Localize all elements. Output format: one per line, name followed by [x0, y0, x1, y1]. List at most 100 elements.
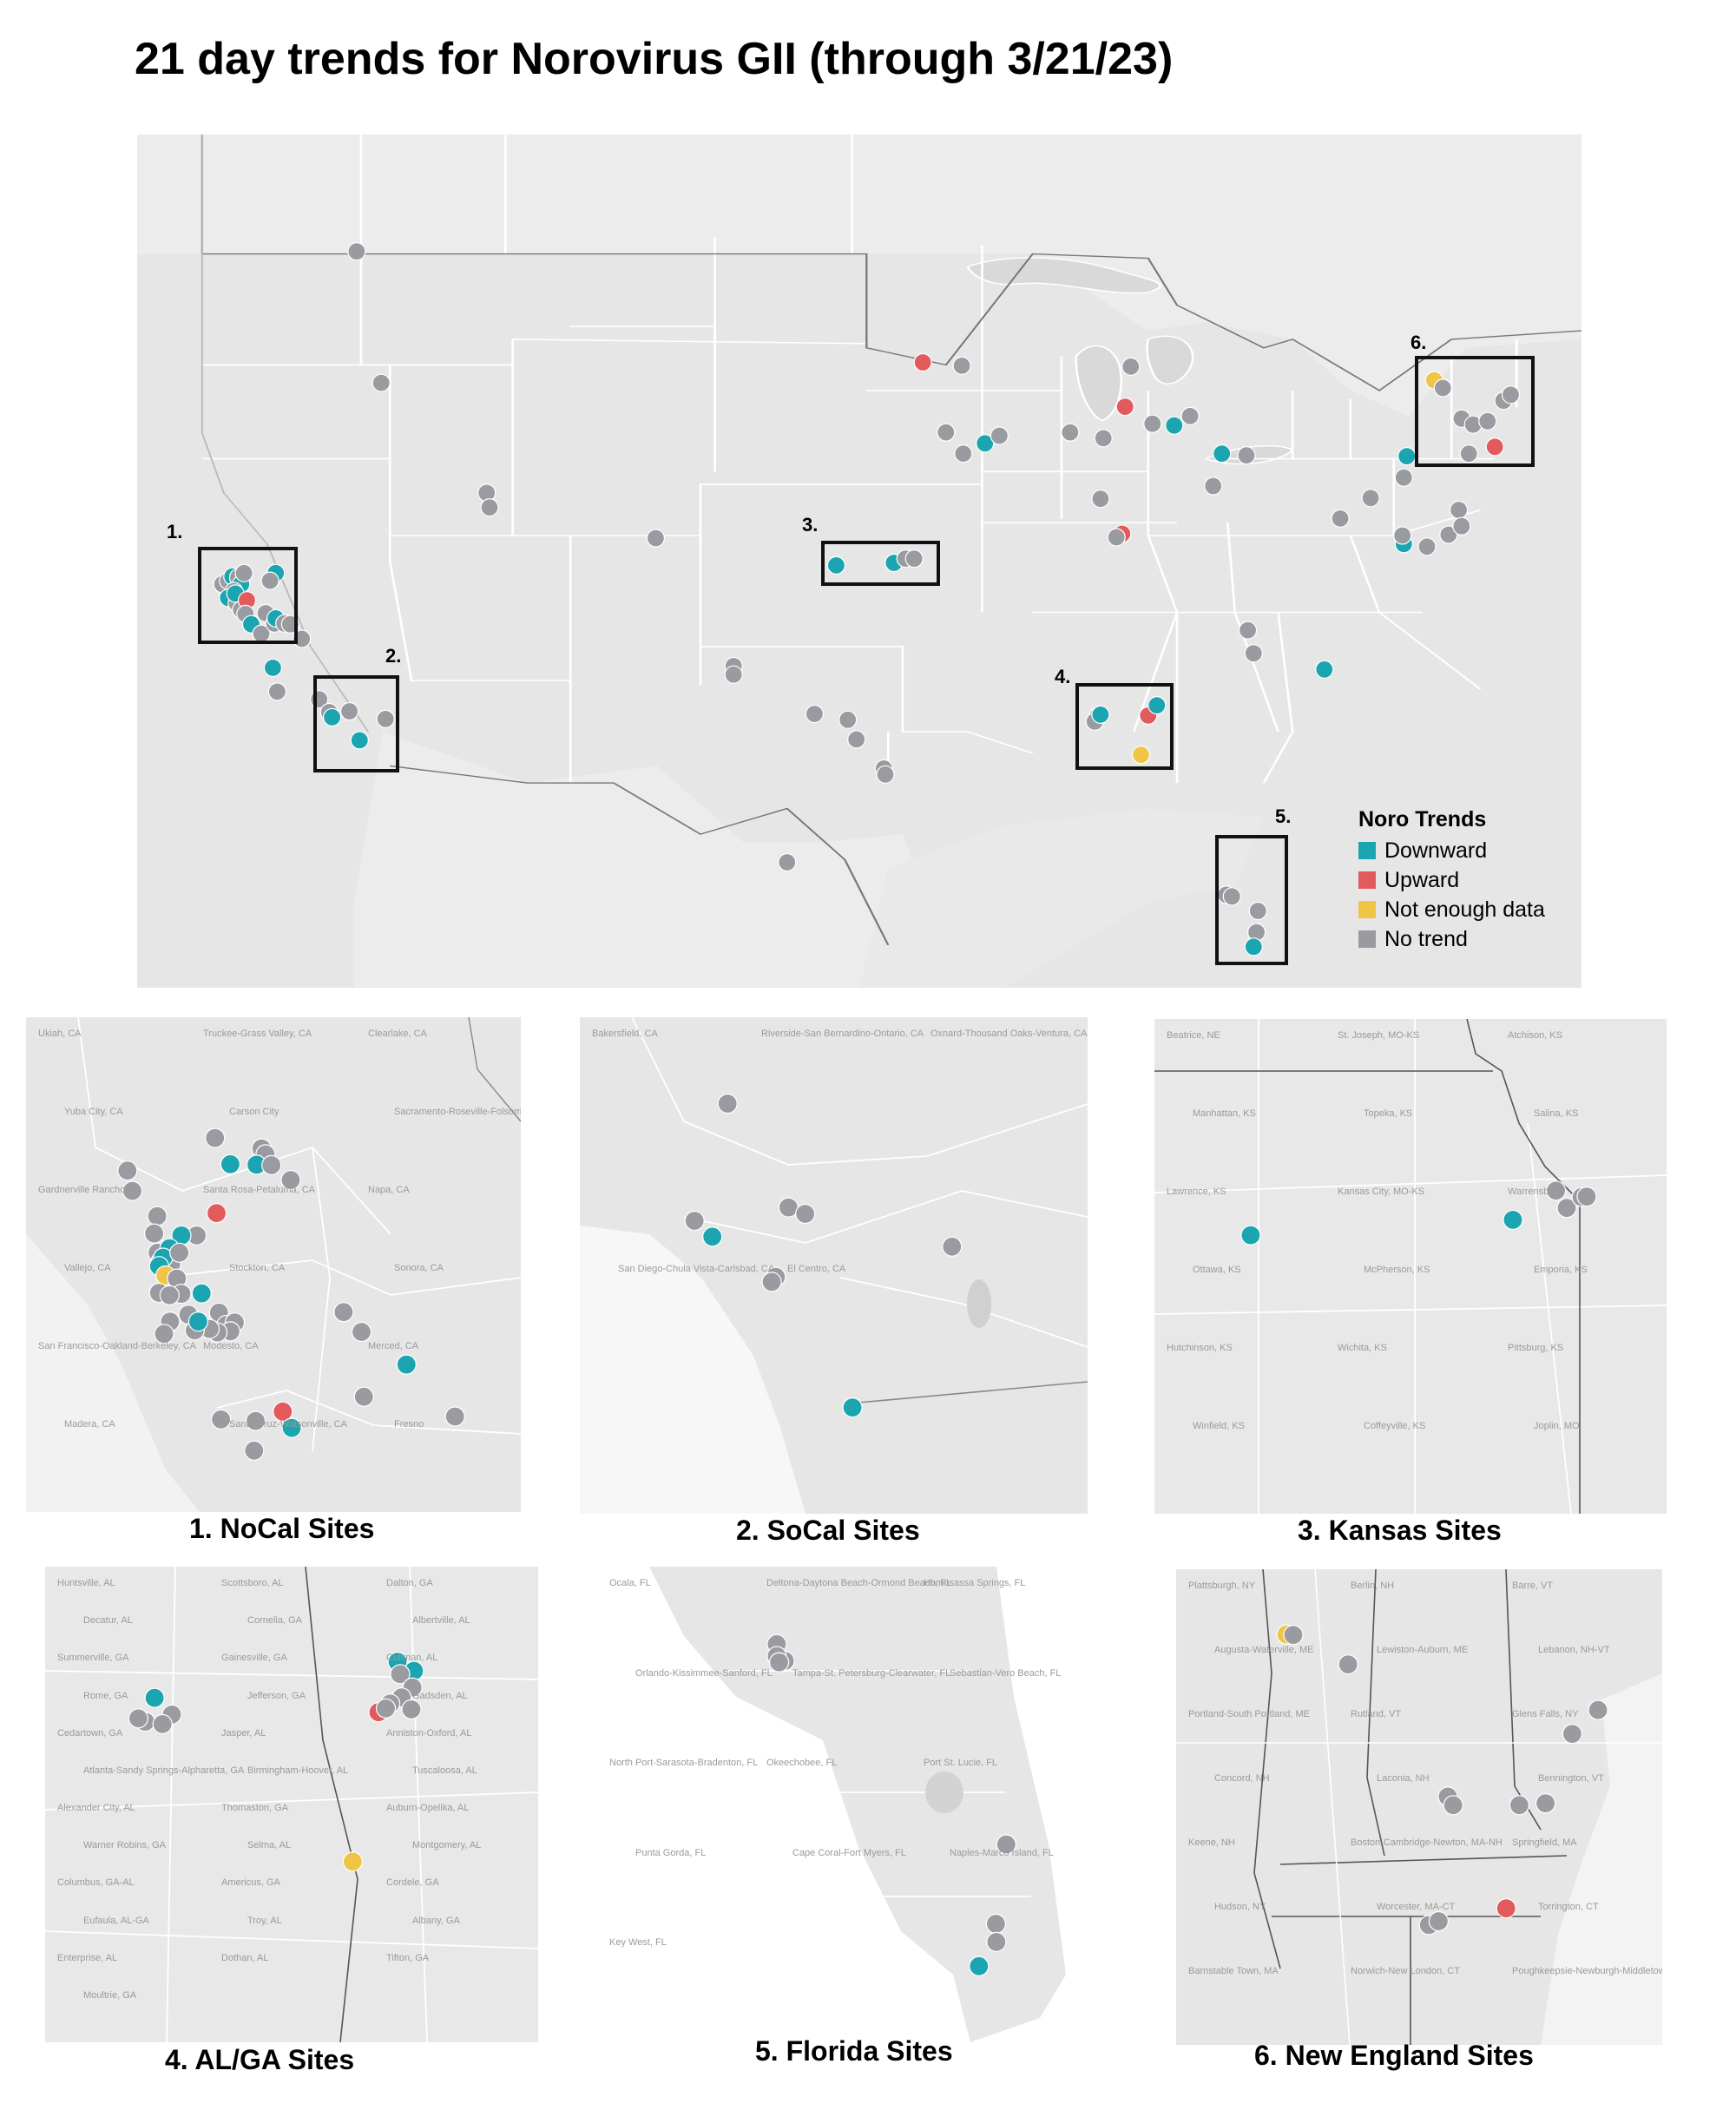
site-marker-no-trend[interactable] — [122, 1180, 143, 1201]
site-marker-no-trend[interactable] — [1535, 1793, 1556, 1814]
site-marker-downward[interactable] — [826, 555, 846, 575]
site-marker-upward[interactable] — [1115, 398, 1134, 417]
site-marker-no-trend[interactable] — [261, 1154, 282, 1175]
site-marker-no-trend[interactable] — [376, 709, 395, 729]
site-marker-not-enough-data[interactable] — [1131, 745, 1151, 765]
site-marker-no-trend[interactable] — [1501, 385, 1521, 404]
site-marker-no-trend[interactable] — [805, 704, 825, 724]
legend-item-not-enough-data[interactable]: Not enough data — [1358, 895, 1545, 924]
site-marker-downward[interactable] — [396, 1354, 417, 1375]
site-marker-downward[interactable] — [1165, 416, 1184, 435]
zoom-box-socal[interactable] — [313, 675, 399, 772]
site-marker-no-trend[interactable] — [244, 1440, 265, 1461]
site-marker-no-trend[interactable] — [1244, 644, 1263, 663]
legend-item-upward[interactable]: Upward — [1358, 865, 1545, 895]
site-marker-no-trend[interactable] — [1459, 444, 1478, 463]
zoom-box-nocal[interactable] — [198, 547, 298, 644]
site-marker-no-trend[interactable] — [761, 1272, 782, 1292]
site-marker-no-trend[interactable] — [1509, 1795, 1529, 1816]
site-marker-downward[interactable] — [976, 434, 995, 453]
site-marker-no-trend[interactable] — [390, 1664, 411, 1685]
site-marker-no-trend[interactable] — [1180, 406, 1200, 425]
site-marker-no-trend[interactable] — [904, 549, 924, 569]
site-marker-no-trend[interactable] — [375, 1698, 397, 1719]
site-marker-no-trend[interactable] — [1393, 526, 1412, 545]
site-marker-downward[interactable] — [1315, 660, 1334, 679]
site-marker-no-trend[interactable] — [205, 1127, 226, 1148]
site-marker-no-trend[interactable] — [717, 1093, 738, 1114]
zoom-box-newengland[interactable] — [1415, 356, 1535, 467]
site-marker-no-trend[interactable] — [1338, 1653, 1358, 1675]
site-marker-no-trend[interactable] — [372, 373, 391, 392]
site-marker-no-trend[interactable] — [847, 730, 866, 749]
site-marker-downward[interactable] — [350, 731, 369, 750]
site-marker-no-trend[interactable] — [1588, 1699, 1608, 1720]
site-marker-upward[interactable] — [206, 1203, 227, 1224]
zoom-box-florida[interactable] — [1215, 835, 1288, 965]
site-marker-no-trend[interactable] — [144, 1223, 165, 1244]
site-marker-no-trend[interactable] — [340, 701, 359, 721]
site-marker-downward[interactable] — [144, 1687, 165, 1708]
site-marker-no-trend[interactable] — [1449, 500, 1469, 520]
site-marker-downward[interactable] — [220, 1154, 240, 1174]
site-marker-no-trend[interactable] — [1331, 509, 1350, 528]
inset-florida[interactable]: Ocala, FL Deltona-Daytona Beach-Ormond Be… — [597, 1567, 1069, 2042]
site-marker-no-trend[interactable] — [1433, 378, 1452, 398]
site-marker-downward[interactable] — [191, 1283, 212, 1304]
site-marker-no-trend[interactable] — [1061, 423, 1080, 442]
site-marker-no-trend[interactable] — [1439, 525, 1458, 544]
site-marker-no-trend[interactable] — [169, 1242, 190, 1263]
site-marker-no-trend[interactable] — [954, 444, 973, 463]
site-marker-no-trend[interactable] — [234, 563, 253, 582]
site-marker-no-trend[interactable] — [1428, 1910, 1449, 1932]
site-marker-no-trend[interactable] — [1443, 1795, 1463, 1816]
site-marker-no-trend[interactable] — [942, 1236, 963, 1257]
site-marker-no-trend[interactable] — [876, 765, 895, 784]
site-marker-no-trend[interactable] — [838, 710, 858, 729]
site-marker-no-trend[interactable] — [724, 665, 743, 684]
site-marker-no-trend[interactable] — [684, 1210, 705, 1232]
site-marker-no-trend[interactable] — [952, 356, 971, 375]
site-marker-downward[interactable] — [281, 1417, 302, 1438]
site-marker-no-trend[interactable] — [444, 1406, 465, 1427]
inset-socal[interactable]: Bakersfield, CA Riverside-San Bernardino-… — [580, 1017, 1088, 1514]
site-marker-downward[interactable] — [1503, 1209, 1523, 1230]
site-marker-no-trend[interactable] — [353, 1386, 374, 1407]
site-marker-no-trend[interactable] — [1248, 901, 1267, 921]
site-marker-no-trend[interactable] — [154, 1324, 174, 1344]
site-marker-downward[interactable] — [263, 658, 282, 678]
site-marker-no-trend[interactable] — [159, 1285, 180, 1305]
site-marker-downward[interactable] — [1244, 937, 1263, 956]
site-marker-downward[interactable] — [1240, 1225, 1261, 1246]
site-marker-no-trend[interactable] — [280, 1169, 301, 1191]
site-marker-no-trend[interactable] — [1237, 446, 1256, 465]
site-marker-downward[interactable] — [969, 1956, 990, 1976]
site-marker-upward[interactable] — [1496, 1898, 1516, 1919]
site-marker-no-trend[interactable] — [1283, 1624, 1304, 1646]
site-marker-no-trend[interactable] — [778, 852, 797, 872]
site-marker-no-trend[interactable] — [1562, 1724, 1582, 1745]
site-marker-no-trend[interactable] — [267, 682, 286, 701]
site-marker-no-trend[interactable] — [347, 242, 366, 261]
inset-kansas[interactable]: Beatrice, NE St. Joseph, MO-KS Atchison, K… — [1154, 1019, 1667, 1514]
site-marker-upward[interactable] — [273, 1401, 293, 1422]
site-marker-no-trend[interactable] — [245, 1410, 266, 1431]
site-marker-downward[interactable] — [1091, 705, 1110, 725]
site-marker-downward[interactable] — [702, 1226, 723, 1247]
site-marker-no-trend[interactable] — [986, 1931, 1007, 1952]
site-marker-no-trend[interactable] — [1546, 1180, 1567, 1201]
site-marker-no-trend[interactable] — [480, 498, 499, 517]
site-marker-no-trend[interactable] — [1452, 516, 1471, 536]
site-marker-downward[interactable] — [1397, 447, 1417, 466]
site-marker-no-trend[interactable] — [117, 1160, 138, 1181]
site-marker-no-trend[interactable] — [1576, 1186, 1597, 1207]
site-marker-downward[interactable] — [1213, 444, 1232, 463]
zoom-box-kansas[interactable] — [821, 541, 940, 586]
site-marker-no-trend[interactable] — [211, 1409, 232, 1430]
site-marker-upward[interactable] — [913, 352, 932, 372]
zoom-box-algeorgia[interactable] — [1075, 683, 1174, 770]
site-marker-no-trend[interactable] — [1107, 528, 1126, 547]
site-marker-no-trend[interactable] — [1417, 537, 1437, 556]
site-marker-no-trend[interactable] — [1361, 489, 1380, 508]
site-marker-no-trend[interactable] — [1556, 1198, 1577, 1219]
